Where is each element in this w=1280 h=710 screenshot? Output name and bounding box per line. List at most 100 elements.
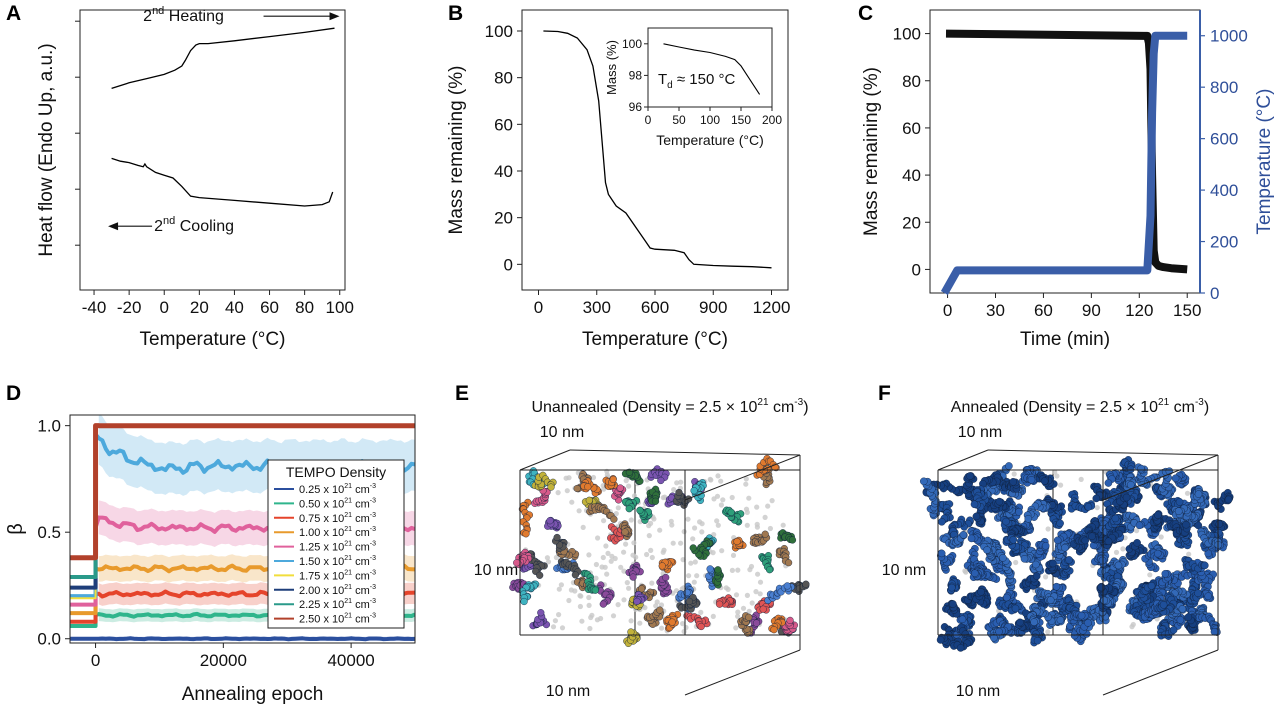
background-bead bbox=[1045, 526, 1051, 532]
background-bead bbox=[1186, 551, 1192, 557]
background-bead bbox=[658, 602, 665, 608]
background-bead bbox=[600, 554, 606, 561]
molecule-bead bbox=[675, 488, 683, 497]
molecule-bead bbox=[1111, 514, 1120, 523]
panel-d-x-tick-label: 0 bbox=[91, 651, 100, 670]
background-bead bbox=[678, 540, 684, 546]
molecule-bead bbox=[995, 497, 1004, 506]
background-bead bbox=[550, 624, 557, 630]
background-bead bbox=[963, 569, 969, 575]
panel-b-y-tick-label: 60 bbox=[494, 115, 513, 134]
molecule-bead bbox=[657, 476, 665, 485]
legend-text: 1.25 x 10 bbox=[299, 542, 344, 554]
molecule-bead bbox=[1097, 583, 1105, 592]
td-text: ≈ 150 °C bbox=[673, 71, 736, 88]
panel-f-title: Annealed (Density = 2.5 × 1021 cm-3) bbox=[951, 397, 1209, 416]
background-bead bbox=[624, 580, 630, 586]
panel-d-series-line-9 bbox=[70, 423, 415, 561]
panel-d-y-tick-label: 1.0 bbox=[37, 417, 61, 436]
panel-b-y-tick-label: 0 bbox=[504, 255, 513, 274]
background-bead bbox=[555, 490, 561, 496]
molecule-bead bbox=[697, 622, 705, 631]
background-bead bbox=[746, 608, 752, 614]
legend-unit: cm bbox=[352, 498, 370, 510]
background-bead bbox=[608, 558, 614, 564]
molecule-bead bbox=[761, 530, 769, 538]
molecule-bead bbox=[1005, 462, 1013, 470]
panel-f-annealed-render: Annealed (Density = 2.5 × 1021 cm-3)10 n… bbox=[882, 397, 1234, 700]
background-bead bbox=[556, 586, 562, 592]
background-bead bbox=[544, 555, 551, 561]
panel-d-y-axis-label: β bbox=[5, 523, 27, 535]
legend-unit-sup: -3 bbox=[370, 584, 376, 591]
panel-c-y2-tick-label: 600 bbox=[1210, 130, 1238, 149]
background-bead bbox=[668, 518, 674, 524]
background-bead bbox=[545, 559, 552, 565]
panel-c-y-tick-label: 40 bbox=[902, 166, 921, 185]
background-bead bbox=[1045, 629, 1051, 635]
panel-a-y-axis-label: Heat flow (Endo Up, a.u.) bbox=[36, 43, 57, 256]
molecule-bead bbox=[937, 549, 946, 558]
background-bead bbox=[566, 475, 572, 481]
molecule-bead bbox=[959, 531, 968, 539]
background-bead bbox=[746, 495, 752, 501]
background-bead bbox=[615, 505, 621, 511]
background-bead bbox=[602, 564, 608, 570]
background-bead bbox=[680, 621, 686, 627]
background-bead bbox=[681, 529, 687, 535]
molecule-bead bbox=[972, 512, 981, 521]
title-end: ) bbox=[1204, 399, 1209, 416]
panel-b-inset-x-tick-label: 200 bbox=[762, 113, 782, 127]
background-bead bbox=[621, 568, 627, 574]
panel-letter-a: A bbox=[6, 2, 21, 25]
panel-a-x-tick-label: 80 bbox=[295, 298, 314, 317]
background-bead bbox=[1184, 490, 1191, 496]
background-bead bbox=[618, 564, 624, 570]
panel-a-x-tick-label: 60 bbox=[260, 298, 279, 317]
panel-c-y-tick-label: 20 bbox=[902, 213, 921, 232]
background-bead bbox=[576, 508, 582, 514]
background-bead bbox=[762, 514, 768, 521]
background-bead bbox=[644, 551, 650, 558]
molecule-bead bbox=[956, 644, 965, 652]
panel-b-inset-td-annotation: Td ≈ 150 °C bbox=[658, 71, 735, 91]
title-text: Unannealed (Density = 2.5 × 10 bbox=[531, 399, 757, 416]
background-bead bbox=[623, 541, 629, 547]
molecule-bead bbox=[1046, 596, 1055, 604]
background-bead bbox=[657, 527, 663, 533]
molecule-bead bbox=[1114, 561, 1123, 570]
background-bead bbox=[605, 550, 611, 557]
panel-b-x-axis-label: Temperature (°C) bbox=[582, 329, 728, 350]
background-bead bbox=[556, 612, 562, 618]
background-bead bbox=[754, 521, 760, 527]
molecule-bead bbox=[1104, 479, 1113, 487]
molecule-bead bbox=[733, 537, 741, 546]
background-bead bbox=[569, 499, 575, 505]
molecule-bead bbox=[1032, 572, 1041, 580]
legend-unit-sup: -3 bbox=[370, 555, 376, 562]
legend-sup: 21 bbox=[344, 555, 352, 562]
background-bead bbox=[735, 567, 741, 573]
background-bead bbox=[594, 617, 601, 623]
legend-text: 2.00 x 10 bbox=[299, 585, 344, 597]
panel-b-inset-x-tick-label: 100 bbox=[700, 113, 720, 127]
annotation-prefix: 2 bbox=[154, 218, 163, 235]
molecule-bead bbox=[1030, 618, 1038, 626]
legend-sup: 21 bbox=[344, 541, 352, 548]
molecule-bead bbox=[573, 484, 581, 493]
annotation-text: Heating bbox=[164, 8, 224, 25]
background-bead bbox=[1120, 546, 1126, 552]
background-bead bbox=[593, 575, 599, 581]
td-prefix: T bbox=[658, 71, 667, 88]
molecule-bead bbox=[958, 615, 967, 624]
molecule-bead bbox=[627, 628, 635, 636]
background-bead bbox=[1043, 574, 1049, 580]
molecule-bead bbox=[656, 606, 664, 614]
background-bead bbox=[754, 504, 760, 510]
background-bead bbox=[1094, 505, 1100, 511]
molecule-bead bbox=[1194, 589, 1202, 598]
panel-a-x-axis-label: Temperature (°C) bbox=[140, 329, 286, 350]
panel-b-inset-y-tick-label: 98 bbox=[629, 68, 643, 82]
panel-letter-e: E bbox=[455, 382, 469, 405]
molecule-bead bbox=[936, 636, 945, 644]
